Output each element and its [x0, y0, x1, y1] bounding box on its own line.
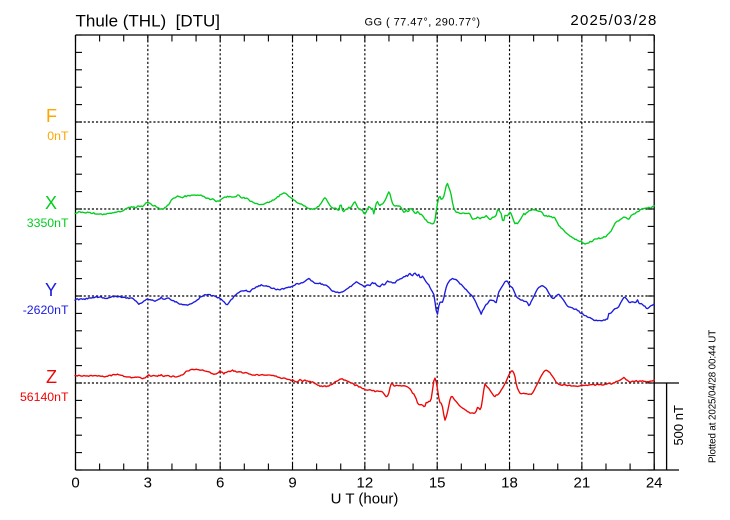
svg-text:3350nT: 3350nT: [27, 216, 69, 230]
svg-text:18: 18: [501, 475, 518, 492]
svg-text:0: 0: [71, 475, 79, 492]
svg-text:Y: Y: [45, 280, 57, 300]
svg-text:24: 24: [646, 475, 663, 492]
svg-text:21: 21: [574, 475, 591, 492]
svg-text:3: 3: [144, 475, 152, 492]
svg-text:F: F: [46, 106, 57, 126]
svg-text:15: 15: [429, 475, 446, 492]
svg-text:9: 9: [288, 475, 296, 492]
svg-text:GG ( 77.47°, 290.77°): GG ( 77.47°, 290.77°): [364, 16, 480, 28]
svg-text:Plotted at 2025/04/28 00:44 UT: Plotted at 2025/04/28 00:44 UT: [708, 330, 719, 463]
svg-text:-2620nT: -2620nT: [23, 303, 69, 317]
svg-text:Z: Z: [46, 367, 57, 387]
svg-text:Thule (THL) [DTU]: Thule (THL) [DTU]: [76, 12, 221, 31]
svg-text:U T (hour): U T (hour): [331, 491, 399, 508]
svg-text:6: 6: [216, 475, 224, 492]
svg-text:2025/03/28: 2025/03/28: [570, 12, 657, 29]
svg-text:56140nT: 56140nT: [20, 390, 69, 404]
svg-text:12: 12: [357, 475, 374, 492]
svg-text:X: X: [45, 193, 57, 213]
svg-text:500 nT: 500 nT: [671, 405, 686, 446]
svg-text:0nT: 0nT: [47, 129, 69, 143]
